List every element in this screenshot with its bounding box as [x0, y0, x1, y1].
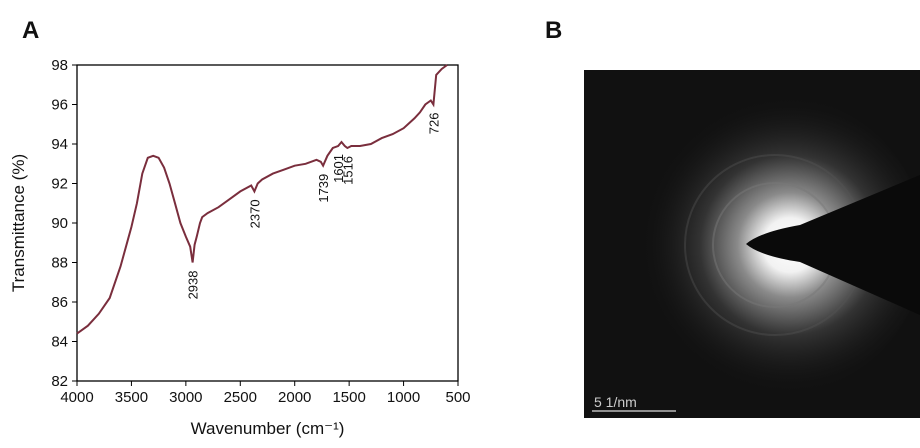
y-tick-label: 92: [51, 176, 68, 193]
x-axis-label: Wavenumber (cm⁻¹): [191, 419, 345, 438]
x-tick-label: 2000: [278, 389, 311, 406]
peak-label: 1739: [316, 174, 331, 203]
peak-label: 1601: [331, 154, 346, 183]
x-tick-label: 2500: [224, 389, 257, 406]
beam-stopper: [746, 175, 920, 315]
scale-label: 5 1/nm: [594, 394, 637, 410]
x-tick-label: 500: [445, 389, 470, 406]
y-tick-label: 88: [51, 255, 68, 272]
y-tick-label: 98: [51, 57, 68, 74]
panel-label: A: [22, 17, 39, 44]
diffraction-image: 5 1/nm: [584, 70, 920, 418]
y-tick-label: 84: [51, 334, 68, 351]
x-tick-label: 1000: [387, 389, 420, 406]
plot-frame: [76, 64, 459, 382]
spectrum-line: [76, 64, 448, 335]
peak-label: 2938: [186, 271, 201, 300]
y-tick-label: 90: [51, 215, 68, 232]
x-tick-label: 1500: [332, 389, 365, 406]
x-tick-label: 3500: [115, 389, 148, 406]
x-tick-label: 3000: [169, 389, 202, 406]
chart: 82 84 86 88 90 92 94 96 98 4000 3500 3000 2500 2000 15…: [9, 57, 471, 438]
peak-label: 1516: [340, 156, 355, 185]
y-tick-label: 96: [51, 97, 68, 114]
peak-label: 2370: [247, 199, 262, 228]
y-tick-label: 86: [51, 294, 68, 311]
x-tick-label: 4000: [60, 389, 93, 406]
y-tick-label: 82: [51, 373, 68, 390]
panel-label: B: [545, 17, 562, 44]
y-axis-label: Transmittance (%): [9, 154, 28, 292]
y-tick-label: 94: [51, 136, 68, 153]
peak-label: 726: [426, 113, 441, 135]
